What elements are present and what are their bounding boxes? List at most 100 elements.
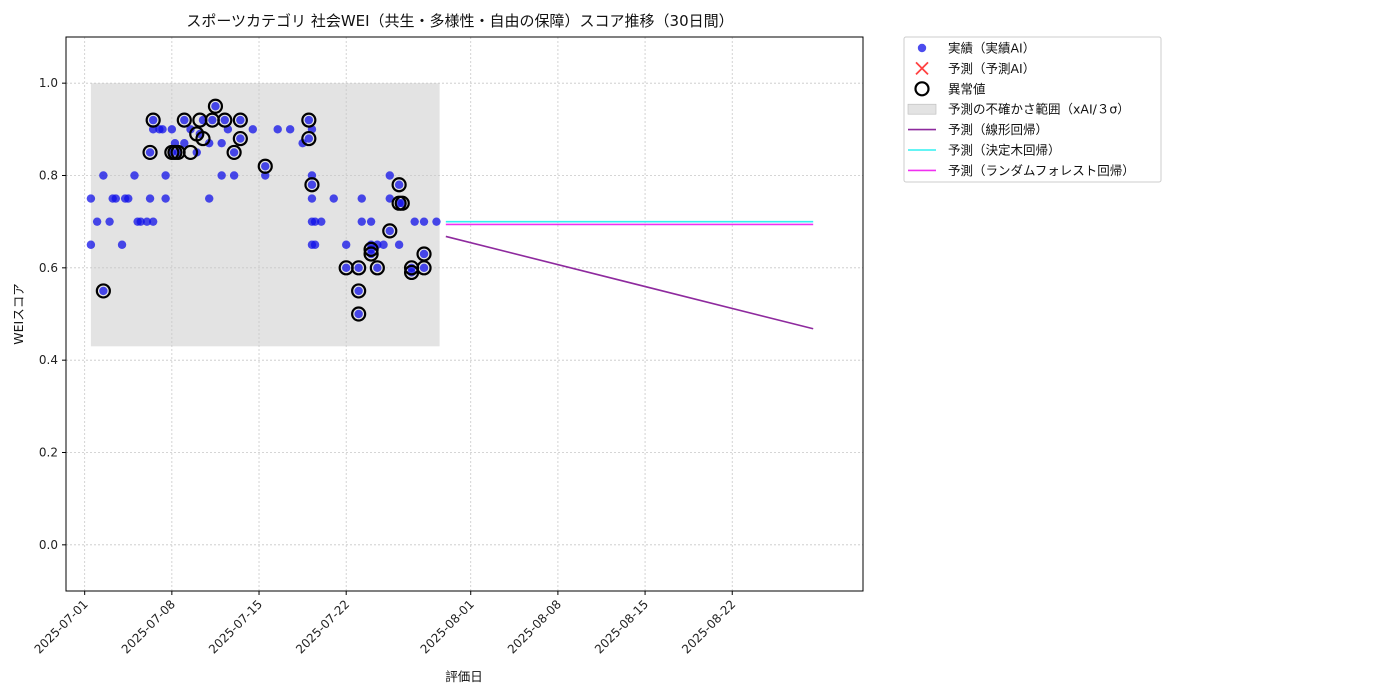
anomaly-ring — [369, 260, 385, 276]
actual-point — [124, 194, 133, 203]
actual-point — [86, 194, 96, 203]
y-tick-label: 0.2 — [39, 446, 58, 460]
anomaly-ring — [363, 246, 379, 262]
actual-point — [385, 194, 394, 203]
actual-point — [385, 226, 394, 236]
actual-point — [136, 217, 145, 226]
anomaly-ring — [301, 130, 317, 147]
legend-label: 予測（決定木回帰） — [948, 143, 1061, 158]
actual-point — [432, 217, 441, 226]
actual-point — [99, 171, 108, 180]
y-tick-label: 0.8 — [39, 169, 58, 183]
actual-point — [180, 138, 189, 148]
legend-label: 予測（線形回帰） — [948, 122, 1048, 137]
anomaly-ring — [391, 177, 407, 193]
actual-point — [105, 217, 114, 226]
legend-dot-icon — [917, 43, 927, 53]
anomaly-ring — [142, 144, 158, 161]
chart-title: スポーツカテゴリ 社会WEI（共生・多様性・自由の保障）スコア推移（30日間） — [186, 12, 733, 30]
actual-point — [158, 125, 167, 134]
anomaly-ring — [95, 283, 111, 299]
actual-point — [161, 171, 170, 180]
actual-point — [229, 171, 239, 180]
actual-point — [373, 263, 382, 273]
anomaly-ring — [416, 246, 432, 262]
legend-box — [903, 36, 1162, 183]
anomaly-ring — [382, 223, 398, 239]
y-axis-label: WEIスコア — [11, 283, 26, 344]
anomaly-ring — [182, 144, 199, 161]
actual-point — [354, 286, 363, 296]
anomaly-ring — [351, 283, 367, 299]
x-axis-label: 評価日 — [445, 669, 483, 684]
y-tick-label: 1.0 — [39, 76, 58, 90]
anomaly-ring — [176, 112, 192, 128]
actual-point — [373, 240, 382, 249]
actual-point — [111, 194, 121, 203]
y-tick-label: 0.0 — [39, 538, 58, 552]
actual-point — [357, 217, 366, 226]
legend-ring-icon — [914, 81, 930, 97]
anomaly-ring — [232, 130, 248, 147]
forecast-line-linear — [445, 235, 814, 330]
actual-point — [394, 240, 404, 249]
anomaly-ring — [232, 112, 248, 128]
actual-point — [236, 115, 245, 125]
legend-label: 異常値 — [948, 81, 986, 96]
actual-point — [304, 134, 314, 143]
actual-point — [167, 125, 177, 134]
legend-band-icon — [907, 103, 937, 115]
legend-label: 予測（ランダムフォレスト回帰） — [948, 163, 1135, 178]
anomaly-ring — [304, 177, 320, 193]
anomaly-ring — [351, 260, 367, 276]
actual-point — [145, 194, 155, 203]
anomaly-ring — [301, 112, 317, 128]
actual-point — [307, 194, 317, 203]
actual-point — [130, 171, 139, 180]
actual-point — [419, 217, 429, 226]
y-tick-label: 0.6 — [39, 261, 58, 275]
actual-point — [307, 180, 317, 189]
actual-point — [354, 263, 363, 273]
actual-point — [208, 115, 217, 125]
actual-point — [341, 240, 351, 249]
actual-point — [99, 286, 108, 296]
legend-label: 予測（予測AI） — [948, 61, 1035, 76]
actual-point — [148, 115, 158, 125]
actual-point — [419, 263, 429, 273]
actual-point — [310, 217, 320, 226]
actual-point — [329, 194, 338, 203]
actual-point — [354, 309, 363, 319]
actual-point — [317, 217, 326, 226]
actual-point — [161, 194, 170, 203]
actual-point — [419, 249, 429, 259]
actual-point — [273, 125, 282, 134]
actual-point — [186, 125, 195, 134]
axes-frame — [65, 36, 864, 592]
actual-point — [148, 217, 158, 226]
actual-point — [394, 180, 404, 189]
anomaly-ring — [257, 158, 273, 174]
legend-label: 実績（実績AI） — [948, 41, 1035, 56]
legend-cross-icon — [915, 61, 929, 76]
legend-label: 予測の不確かさ範囲（xAI/３σ） — [948, 102, 1130, 117]
actual-point — [341, 263, 351, 273]
actual-point — [117, 240, 127, 249]
anomaly-ring — [363, 241, 379, 257]
actual-point — [142, 217, 152, 226]
anomaly-ring — [351, 306, 367, 322]
actual-point — [298, 138, 307, 148]
actual-point — [385, 171, 394, 180]
actual-point — [205, 138, 214, 148]
actual-point — [92, 217, 102, 226]
actual-point — [217, 171, 226, 180]
actual-point — [229, 148, 239, 157]
actual-point — [86, 240, 96, 249]
uncertainty-band — [90, 83, 440, 347]
y-tick-label: 0.4 — [39, 353, 58, 367]
actual-point — [211, 102, 220, 111]
actual-point — [304, 115, 314, 125]
actual-point — [310, 240, 320, 249]
anomaly-ring — [195, 130, 211, 147]
